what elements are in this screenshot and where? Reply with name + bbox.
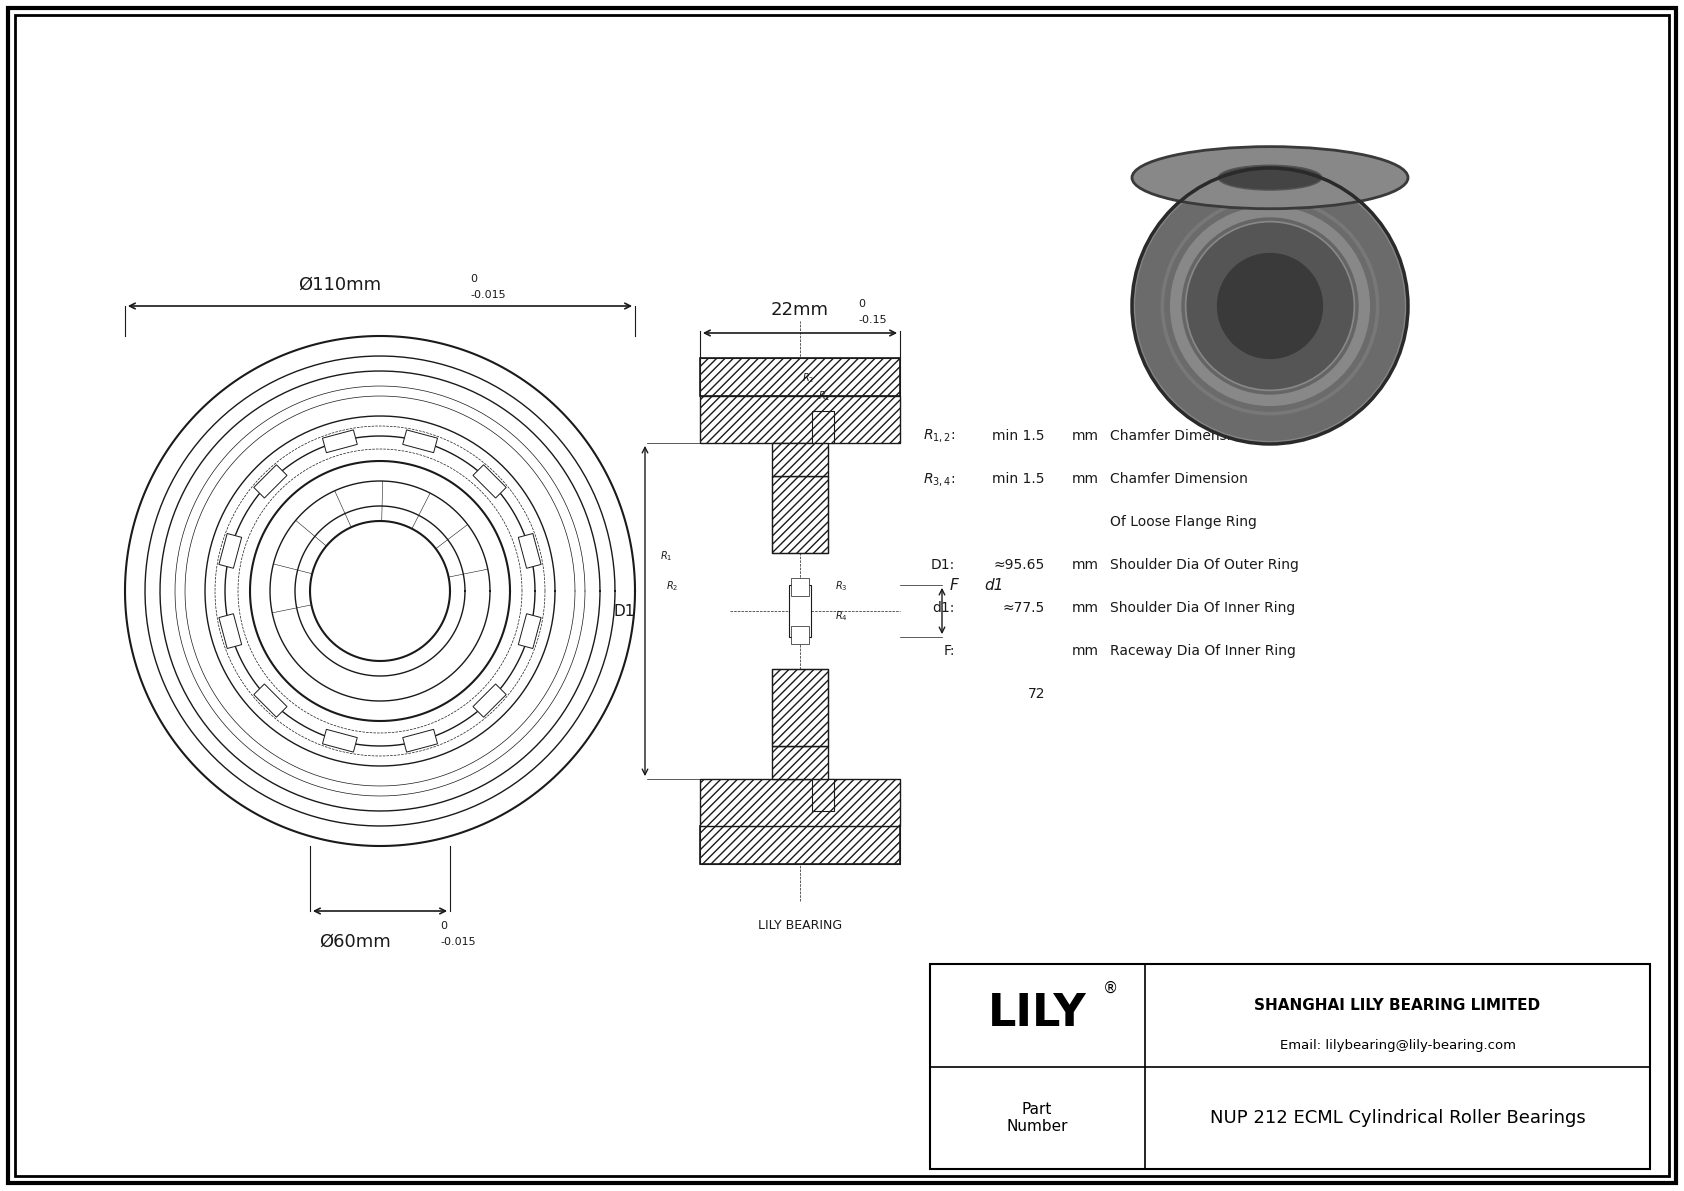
Bar [771, 669, 829, 746]
Text: $R_3$: $R_3$ [835, 579, 847, 593]
Text: mm: mm [1073, 644, 1100, 657]
Text: $R_{3,4}$:: $R_{3,4}$: [923, 470, 955, 487]
Bar [771, 476, 829, 553]
Text: Of Loose Flange Ring: Of Loose Flange Ring [1110, 515, 1256, 529]
Text: $R_1$: $R_1$ [818, 389, 830, 403]
Polygon shape [473, 464, 507, 498]
Bar [771, 746, 829, 779]
Bar [812, 411, 834, 443]
Bar [701, 827, 899, 863]
Bar [701, 358, 899, 395]
Text: -0.15: -0.15 [859, 314, 886, 325]
Text: Ø60mm: Ø60mm [320, 933, 391, 950]
Text: Shoulder Dia Of Inner Ring: Shoulder Dia Of Inner Ring [1110, 601, 1295, 615]
Polygon shape [323, 729, 357, 752]
Polygon shape [519, 613, 541, 649]
Text: NUP 212 ECML Cylindrical Roller Bearings: NUP 212 ECML Cylindrical Roller Bearings [1209, 1109, 1585, 1127]
Polygon shape [254, 684, 286, 717]
Bar [812, 779, 834, 811]
Bar [771, 443, 829, 476]
Text: Part
Number: Part Number [1007, 1102, 1068, 1134]
Text: Email: lilybearing@lily-bearing.com: Email: lilybearing@lily-bearing.com [1280, 1040, 1516, 1053]
Text: ≈77.5: ≈77.5 [1002, 601, 1046, 615]
Text: d1: d1 [983, 579, 1004, 593]
Polygon shape [473, 684, 507, 717]
Text: $R_{1,2}$:: $R_{1,2}$: [923, 428, 955, 444]
Text: min 1.5: min 1.5 [992, 472, 1046, 486]
Text: mm: mm [1073, 472, 1100, 486]
Bar [771, 476, 829, 553]
Bar [771, 746, 829, 779]
Text: F: F [950, 579, 958, 593]
Bar [701, 779, 899, 827]
Text: Ø110mm: Ø110mm [298, 276, 382, 294]
Text: 72: 72 [1027, 687, 1046, 701]
Bar [701, 395, 899, 443]
Bar [771, 443, 829, 476]
Circle shape [1132, 168, 1408, 444]
Bar [701, 779, 899, 827]
Circle shape [1187, 223, 1352, 388]
Bar [812, 779, 834, 811]
Bar [771, 669, 829, 746]
Text: $R_2$: $R_2$ [665, 579, 679, 593]
Text: F:: F: [943, 644, 955, 657]
Text: 0: 0 [859, 299, 866, 308]
Text: Shoulder Dia Of Outer Ring: Shoulder Dia Of Outer Ring [1110, 559, 1298, 572]
Polygon shape [254, 464, 286, 498]
Text: LILY BEARING: LILY BEARING [758, 919, 842, 933]
Bar [701, 395, 899, 443]
Ellipse shape [1218, 166, 1322, 191]
Circle shape [1218, 254, 1322, 358]
Text: Chamfer Dimension: Chamfer Dimension [1110, 429, 1248, 443]
Polygon shape [323, 430, 357, 453]
Text: $R_2$: $R_2$ [802, 372, 815, 385]
Text: 22mm: 22mm [771, 301, 829, 319]
Bar [791, 626, 808, 644]
Text: ≈95.65: ≈95.65 [994, 559, 1046, 572]
Polygon shape [402, 729, 438, 752]
Text: SHANGHAI LILY BEARING LIMITED: SHANGHAI LILY BEARING LIMITED [1255, 998, 1541, 1012]
Text: $R_4$: $R_4$ [835, 609, 847, 623]
Text: ®: ® [1103, 981, 1118, 996]
Text: D1: D1 [613, 604, 635, 618]
Bar [701, 827, 899, 863]
Text: mm: mm [1073, 601, 1100, 615]
Text: $R_1$: $R_1$ [660, 549, 672, 563]
Bar [701, 358, 899, 395]
Text: -0.015: -0.015 [470, 289, 505, 300]
Text: mm: mm [1073, 429, 1100, 443]
Text: min 1.5: min 1.5 [992, 429, 1046, 443]
Ellipse shape [1132, 146, 1408, 208]
Polygon shape [402, 430, 438, 453]
Text: d1:: d1: [933, 601, 955, 615]
Polygon shape [219, 613, 242, 649]
Text: 0: 0 [440, 921, 446, 931]
Circle shape [1170, 207, 1369, 405]
Bar [812, 411, 834, 443]
Bar [790, 585, 812, 637]
Polygon shape [519, 534, 541, 568]
Text: 0: 0 [470, 274, 477, 283]
Bar [930, 964, 1650, 1170]
Polygon shape [219, 534, 242, 568]
Bar [791, 578, 808, 596]
Text: Chamfer Dimension: Chamfer Dimension [1110, 472, 1248, 486]
Text: Raceway Dia Of Inner Ring: Raceway Dia Of Inner Ring [1110, 644, 1297, 657]
Text: mm: mm [1073, 559, 1100, 572]
Text: D1:: D1: [931, 559, 955, 572]
Text: -0.015: -0.015 [440, 937, 475, 947]
Text: LILY: LILY [989, 992, 1086, 1035]
